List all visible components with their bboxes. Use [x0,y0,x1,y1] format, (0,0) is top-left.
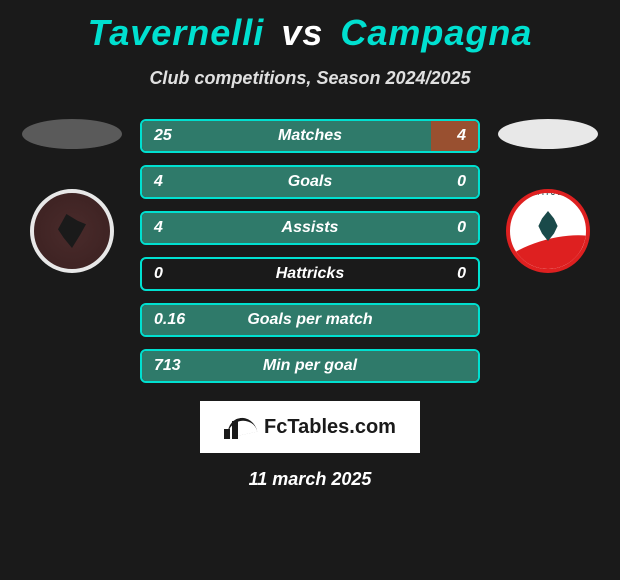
right-badge-column: CARPI FC 1909 [498,119,598,273]
stat-bar: 4Goals0 [140,165,480,199]
watermark-text: FcTables.com [264,416,396,439]
stat-label: Min per goal [142,357,478,375]
date-text: 11 march 2025 [0,469,620,490]
page-title: Tavernelli vs Campagna [0,0,620,54]
player2-club-name: CARPI FC 1909 [523,191,573,197]
watermark: FcTables.com [200,401,420,453]
stat-value-right: 0 [457,219,466,237]
stat-bar: 0Hattricks0 [140,257,480,291]
stat-bar: 25Matches4 [140,119,480,153]
stat-value-right: 4 [457,127,466,145]
stat-label: Goals per match [142,311,478,329]
player1-shadow-icon [22,119,122,149]
subtitle: Club competitions, Season 2024/2025 [0,68,620,89]
stat-label: Matches [142,127,478,145]
stat-value-right: 0 [457,265,466,283]
player2-name: Campagna [340,12,532,53]
stat-value-right: 0 [457,173,466,191]
player2-shadow-icon [498,119,598,149]
vs-separator: vs [281,12,323,53]
stat-bar: 4Assists0 [140,211,480,245]
stat-label: Hattricks [142,265,478,283]
player1-name: Tavernelli [88,12,265,53]
stat-label: Assists [142,219,478,237]
stat-bar: 0.16Goals per match [140,303,480,337]
stats-container: 25Matches44Goals04Assists00Hattricks00.1… [140,119,480,383]
main-content: 25Matches44Goals04Assists00Hattricks00.1… [0,119,620,383]
player2-club-badge-icon: CARPI FC 1909 [506,189,590,273]
left-badge-column [22,119,122,273]
fctables-logo-icon [224,415,258,439]
player1-club-badge-icon [30,189,114,273]
stat-label: Goals [142,173,478,191]
stat-bar: 713Min per goal [140,349,480,383]
